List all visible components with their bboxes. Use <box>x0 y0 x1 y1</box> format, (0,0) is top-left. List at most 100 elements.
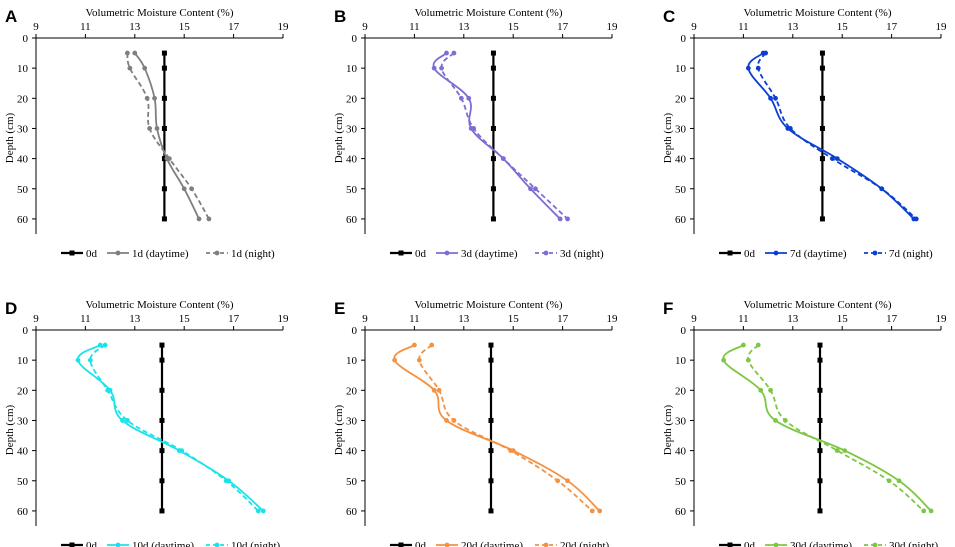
data-point-marker <box>508 448 514 454</box>
data-point-marker <box>161 186 167 192</box>
legend-swatch-marker <box>69 250 75 256</box>
x-tick-label: 9 <box>691 313 697 325</box>
y-tick-label: 40 <box>346 446 358 458</box>
data-point-marker <box>817 357 823 363</box>
y-axis-title: Depth (cm) <box>333 404 345 455</box>
legend-swatch-marker <box>115 542 121 547</box>
y-tick-label: 0 <box>681 33 687 45</box>
data-point-marker <box>161 156 167 162</box>
series-10d-daytime-line <box>77 344 264 512</box>
data-point-marker <box>436 387 442 393</box>
data-point-marker <box>597 508 603 514</box>
y-axis-title: Depth (cm) <box>333 112 345 163</box>
data-point-marker <box>834 156 840 162</box>
y-axis-title: Depth (cm) <box>4 404 16 455</box>
data-point-marker <box>75 357 81 363</box>
data-point-marker <box>500 156 506 162</box>
series-20d-night-line <box>418 344 593 512</box>
x-tick-label: 11 <box>409 21 420 33</box>
data-point-marker <box>392 357 398 363</box>
y-tick-label: 10 <box>346 355 358 367</box>
x-tick-label: 15 <box>179 313 191 325</box>
y-tick-label: 60 <box>346 506 358 518</box>
data-point-marker <box>819 186 825 192</box>
y-axis-title: Depth (cm) <box>662 112 674 163</box>
x-tick-label: 9 <box>33 21 39 33</box>
y-tick-label: 40 <box>17 154 29 166</box>
data-point-marker <box>913 216 919 222</box>
x-tick-label: 13 <box>787 21 799 33</box>
legend-label: 3d (daytime) <box>461 248 518 260</box>
data-point-marker <box>451 418 457 423</box>
data-point-marker <box>488 357 494 363</box>
data-point-marker <box>490 156 496 162</box>
data-point-marker <box>181 186 187 192</box>
legend-label: 30d (night) <box>889 540 939 547</box>
data-point-marker <box>431 65 437 71</box>
panel-letter: B <box>334 7 346 26</box>
data-point-marker <box>819 125 825 131</box>
data-point-marker <box>763 50 769 56</box>
data-point-marker <box>528 186 533 192</box>
y-tick-label: 40 <box>17 446 29 458</box>
y-tick-label: 10 <box>675 63 687 75</box>
data-point-marker <box>416 357 422 363</box>
x-tick-label: 15 <box>508 313 520 325</box>
data-point-marker <box>787 126 793 131</box>
x-axis-title: Volumetric Moisture Content (%) <box>744 7 892 19</box>
x-tick-label: 17 <box>886 21 898 33</box>
data-point-marker <box>466 95 472 101</box>
legend-swatch-marker <box>444 542 450 547</box>
x-tick-label: 15 <box>837 21 849 33</box>
data-point-marker <box>458 95 464 101</box>
data-point-marker <box>490 216 496 222</box>
data-point-marker <box>196 216 202 222</box>
legend-swatch-marker <box>543 250 549 256</box>
data-point-marker <box>886 478 892 484</box>
x-tick-label: 13 <box>129 21 141 33</box>
data-point-marker <box>132 50 138 56</box>
x-tick-label: 11 <box>80 313 91 325</box>
legend-label: 30d (daytime) <box>790 540 852 547</box>
y-tick-label: 60 <box>17 214 29 226</box>
x-tick-label: 19 <box>278 21 290 33</box>
data-point-marker <box>189 186 195 192</box>
data-point-marker <box>161 50 167 56</box>
data-point-marker <box>768 387 773 393</box>
legend-swatch-marker <box>115 250 121 256</box>
data-point-marker <box>490 65 496 71</box>
series-7d-night-line <box>757 52 917 220</box>
legend-swatch-marker <box>214 542 220 547</box>
y-tick-label: 50 <box>346 476 358 488</box>
series-3d-night-line <box>440 52 569 220</box>
y-tick-label: 30 <box>675 123 687 135</box>
x-tick-label: 13 <box>787 313 799 325</box>
y-axis-title: Depth (cm) <box>4 112 16 163</box>
data-point-marker <box>159 342 165 348</box>
data-point-marker <box>565 478 570 484</box>
x-tick-label: 19 <box>607 313 619 325</box>
data-point-marker <box>721 357 727 363</box>
data-point-marker <box>159 448 165 454</box>
y-tick-label: 50 <box>17 184 29 196</box>
data-point-marker <box>102 342 108 348</box>
data-point-marker <box>565 216 570 222</box>
series-1d-night-line <box>126 52 210 220</box>
data-point-marker <box>159 478 165 484</box>
data-point-marker <box>817 448 823 454</box>
data-point-marker <box>928 508 934 514</box>
y-tick-label: 50 <box>346 184 358 196</box>
y-tick-label: 30 <box>675 415 687 427</box>
data-point-marker <box>120 418 125 423</box>
legend-swatch-marker <box>773 542 779 547</box>
y-tick-label: 40 <box>675 154 687 166</box>
legend-swatch-marker <box>543 542 549 547</box>
series-30d-daytime-line <box>722 344 932 512</box>
data-point-marker <box>817 387 823 393</box>
x-axis-title: Volumetric Moisture Content (%) <box>86 7 234 19</box>
y-axis-title: Depth (cm) <box>662 404 674 455</box>
legend-swatch-marker <box>444 250 450 256</box>
y-tick-label: 0 <box>352 33 358 45</box>
x-tick-label: 19 <box>936 21 948 33</box>
